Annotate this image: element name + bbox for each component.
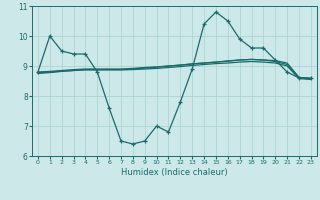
X-axis label: Humidex (Indice chaleur): Humidex (Indice chaleur) xyxy=(121,168,228,177)
